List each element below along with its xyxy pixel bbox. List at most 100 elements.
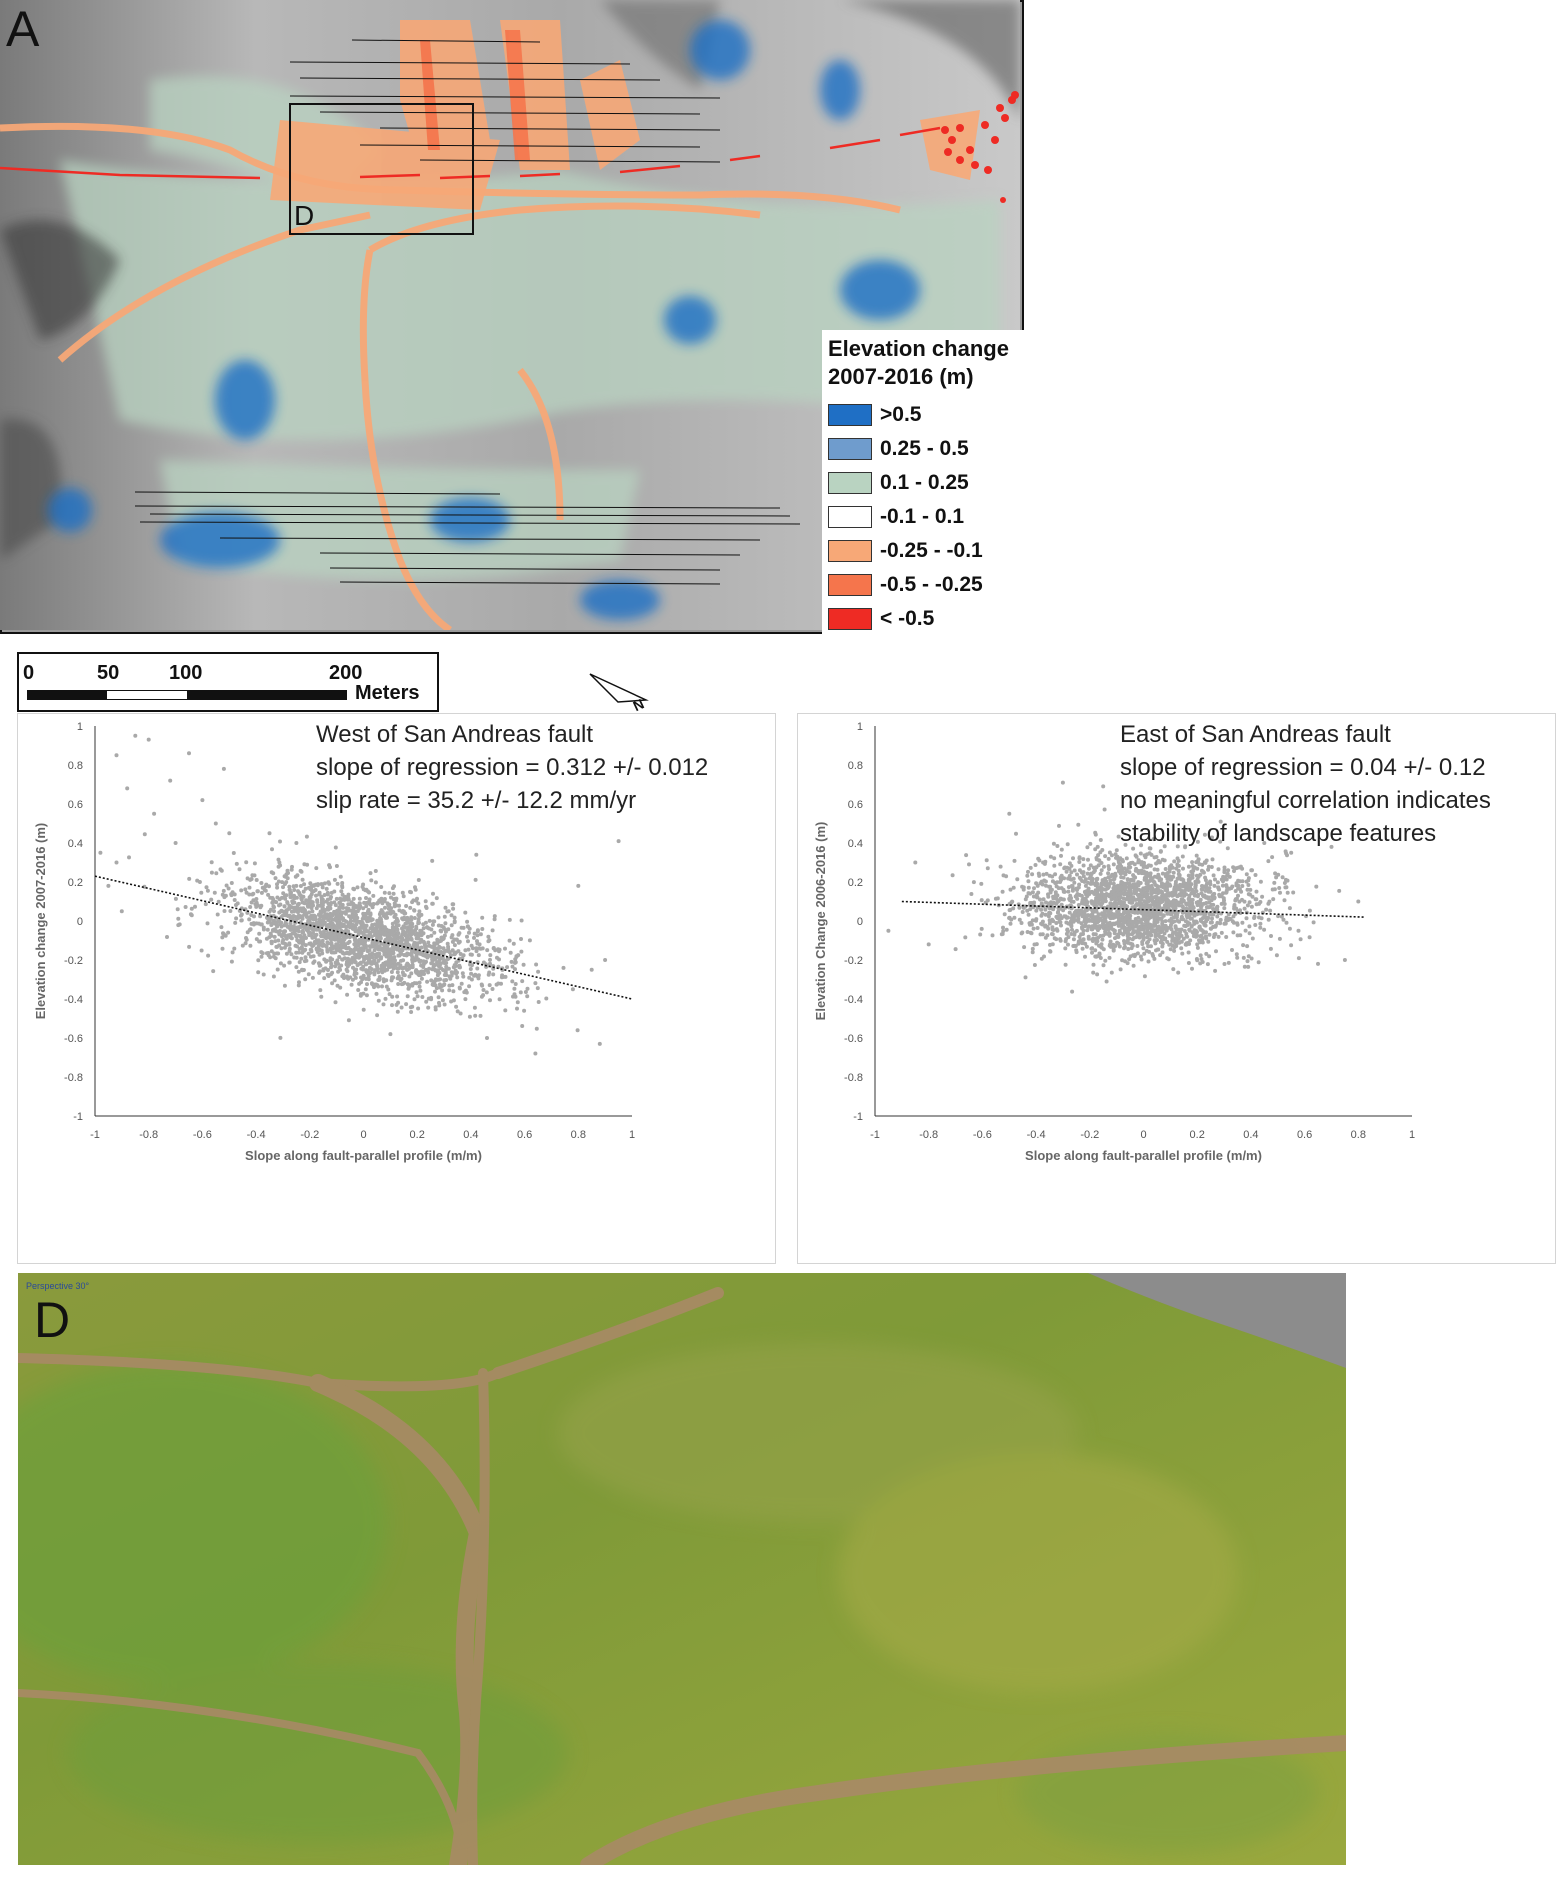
data-point [1236,883,1241,888]
data-point [1089,918,1094,923]
data-point [1019,921,1024,925]
x-tick-label: 1 [1409,1129,1415,1141]
data-point [1177,927,1181,932]
data-point [1114,897,1119,902]
data-point [1145,931,1150,936]
trendline [901,900,1364,918]
data-point [1107,955,1112,960]
data-point [312,883,316,888]
data-point [1173,940,1178,945]
data-point [449,999,454,1004]
data-point [373,880,378,885]
data-point [1258,921,1263,926]
data-point [1177,940,1182,945]
data-point [338,905,343,910]
data-point [1124,881,1129,886]
data-point [273,876,278,881]
data-point [359,925,364,930]
data-point [267,909,272,914]
data-point [175,907,180,912]
data-point [521,962,526,967]
data-point [294,950,299,955]
data-point [1126,947,1131,951]
data-point [199,948,204,953]
data-point [1086,857,1090,862]
data-point [1262,841,1267,845]
data-point [1213,923,1218,928]
data-point [168,778,173,783]
data-point [964,853,969,858]
data-point [1213,877,1217,882]
data-point [1195,894,1200,899]
data-point [406,933,411,937]
data-point [342,896,347,901]
data-point [435,962,440,967]
data-point [1059,902,1064,907]
data-point [286,907,291,911]
data-point [427,966,432,971]
data-point [1141,914,1146,919]
data-point [1198,953,1203,958]
data-point [1157,916,1162,921]
data-point [402,925,407,930]
data-point [252,873,257,878]
data-point [1248,892,1252,897]
data-point [282,874,287,879]
map-legend: Elevation change 2007-2016 (m) >0.5 0.25… [822,330,1030,642]
data-point [1057,823,1061,828]
data-point [367,944,372,949]
data-point [433,977,438,982]
legend-label: -0.25 - -0.1 [880,539,983,562]
annotation-line: East of San Andreas fault [1120,721,1391,748]
data-point [1133,917,1138,921]
data-point [446,944,451,949]
data-point [423,960,427,965]
data-point [1177,874,1182,879]
data-point [1272,887,1277,892]
data-point [1141,935,1146,940]
data-point [1092,903,1097,908]
y-tick-label: -0.2 [64,955,83,967]
data-point [233,920,238,925]
data-point [407,985,411,990]
data-point [447,983,452,988]
data-point [1337,888,1342,893]
data-point [1253,923,1258,927]
data-point [1173,925,1178,930]
data-point [979,881,984,886]
data-point [329,895,333,899]
data-point [1201,884,1206,889]
data-point [1070,927,1074,932]
data-point [1079,908,1084,913]
data-point [269,939,274,944]
data-point [209,860,214,865]
data-point [1208,889,1213,894]
data-point [165,935,169,939]
data-point [333,1000,338,1005]
data-point [276,864,281,869]
data-point [390,927,395,932]
data-point [357,901,362,906]
data-point [1069,870,1074,875]
north-label: N [631,695,647,712]
data-point [1152,867,1157,872]
data-point [252,861,257,866]
data-point [1148,875,1153,880]
data-point [401,958,406,963]
data-point [1127,891,1132,896]
data-point [1190,890,1195,895]
data-point [458,952,463,956]
data-point [332,900,337,905]
data-point [1055,914,1060,919]
x-tick-label: -0.2 [300,1129,319,1141]
data-point [314,866,319,871]
data-point [1187,900,1192,905]
data-point [243,941,248,946]
data-point [1052,863,1057,868]
data-point [1117,928,1122,933]
data-point [1168,877,1173,882]
data-point [319,920,324,925]
data-point [1195,958,1200,963]
data-point [1160,941,1165,946]
legend-label: -0.1 - 0.1 [880,505,965,528]
